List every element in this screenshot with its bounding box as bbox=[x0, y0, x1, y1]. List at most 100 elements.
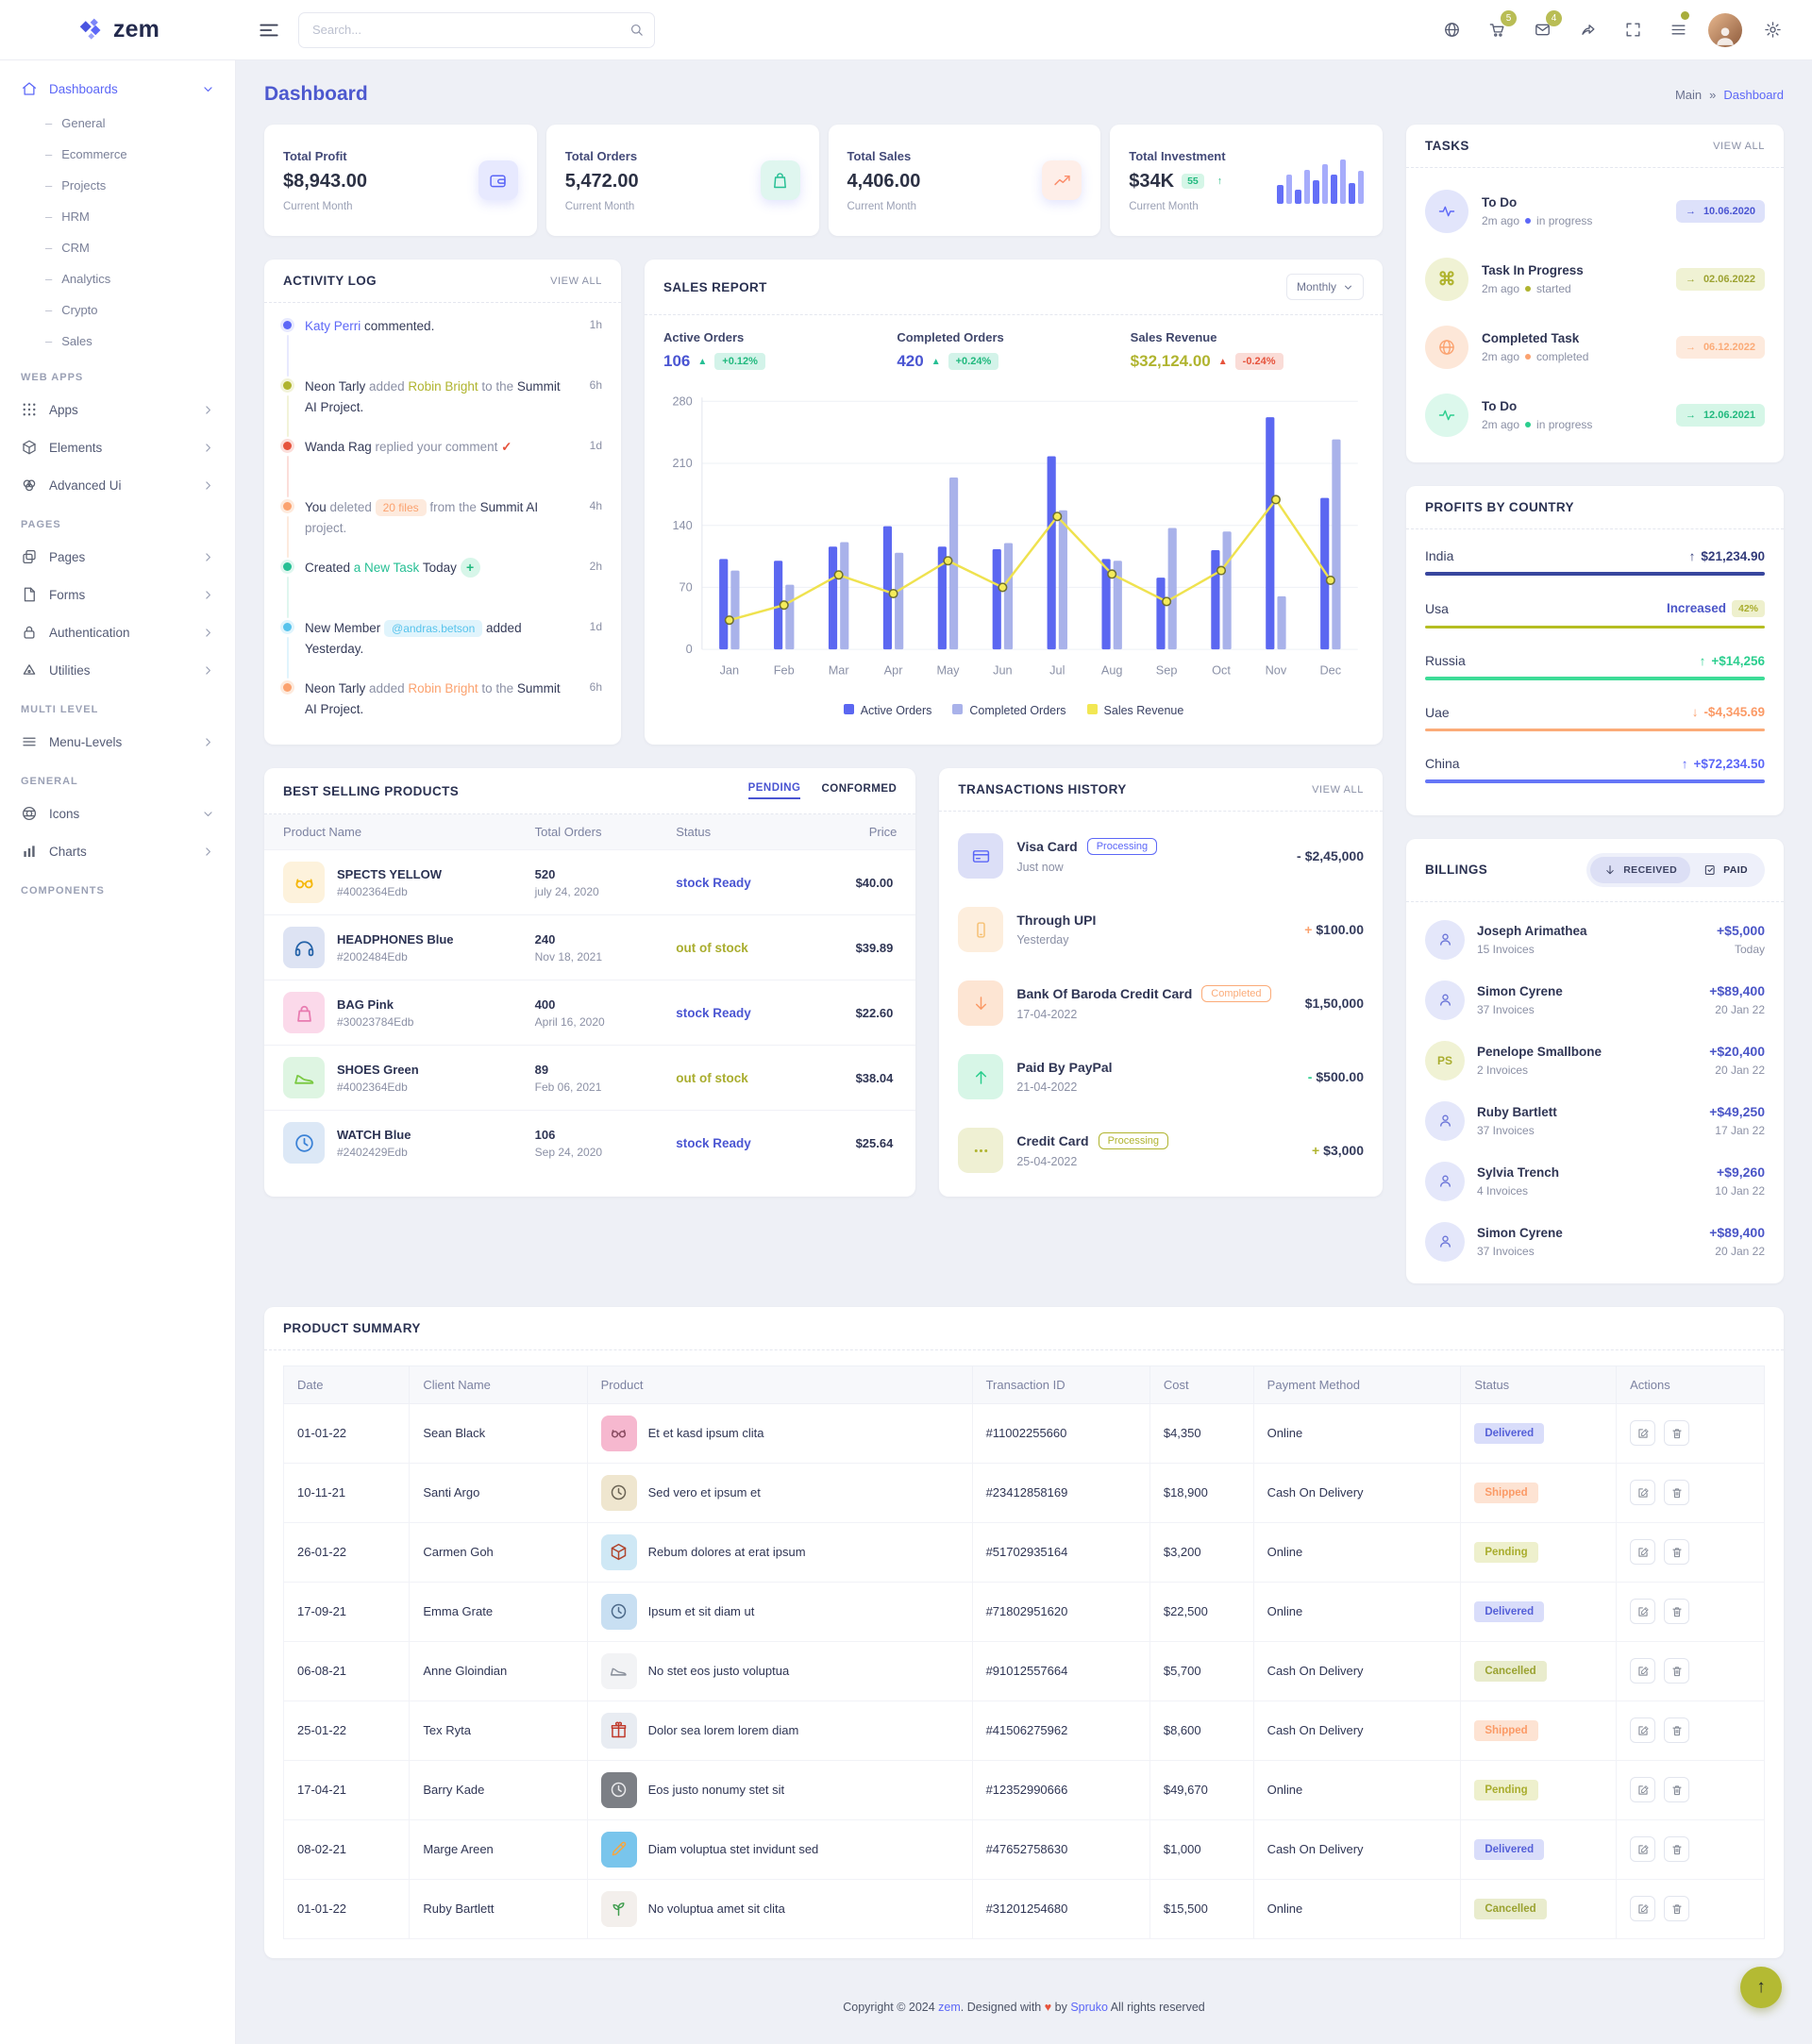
sidebar-toggle-icon[interactable] bbox=[257, 18, 281, 42]
transaction-row-paid-by-paypal[interactable]: Paid By PayPal 21-04-2022 - $500.00 bbox=[958, 1040, 1364, 1114]
sidebar-item-menu-levels[interactable]: Menu-Levels bbox=[0, 723, 235, 761]
messages-button[interactable]: 4 bbox=[1527, 9, 1562, 45]
share-button[interactable] bbox=[1572, 15, 1602, 45]
edit-button[interactable] bbox=[1630, 1420, 1656, 1446]
billings-toggle-received[interactable]: RECEIVED bbox=[1590, 856, 1691, 883]
transaction-row-bank-of-baroda-credit-card[interactable]: Bank Of Baroda Credit Card Completed 17-04… bbox=[958, 966, 1364, 1040]
delete-button[interactable] bbox=[1664, 1717, 1690, 1743]
edit-button[interactable] bbox=[1630, 1717, 1656, 1743]
cell-client: Ruby Bartlett bbox=[409, 1878, 588, 1939]
delete-button[interactable] bbox=[1664, 1777, 1690, 1802]
column-header-product: Product bbox=[586, 1365, 973, 1404]
transaction-row-through-upi[interactable]: Through UPI Yesterday + $100.00 bbox=[958, 893, 1364, 966]
cell-status: Pending bbox=[1460, 1521, 1618, 1583]
delete-button[interactable] bbox=[1664, 1836, 1690, 1862]
delete-button[interactable] bbox=[1664, 1539, 1690, 1565]
stat-card-total-sales: Total Sales 4,406.00 Current Month bbox=[828, 125, 1101, 236]
product-image bbox=[600, 1652, 637, 1689]
billing-row[interactable]: Simon Cyrene 37 Invoices +$89,400 20 Jan 22 bbox=[1425, 1212, 1765, 1272]
sidebar-subitem-crypto[interactable]: – Crypto bbox=[0, 294, 235, 326]
transactions-view-all-link[interactable]: VIEW ALL bbox=[1312, 783, 1364, 796]
sidebar-subitem-sales[interactable]: – Sales bbox=[0, 326, 235, 357]
footer-spruko-link[interactable]: Spruko bbox=[1070, 2000, 1108, 2014]
cart-button[interactable]: 5 bbox=[1482, 9, 1517, 45]
legend-swatch bbox=[843, 704, 854, 715]
page-title: Dashboard bbox=[264, 83, 368, 105]
task-date-badge[interactable]: → 12.06.2021 bbox=[1675, 404, 1765, 427]
mini-bar bbox=[1285, 175, 1292, 204]
activity-segment: Robin Bright bbox=[408, 379, 478, 394]
product-row-shoes-green[interactable]: SHOES Green #4002364Edb 89 Feb 06, 2021 out … bbox=[264, 1045, 916, 1110]
edit-button[interactable] bbox=[1630, 1539, 1656, 1565]
billing-row[interactable]: Joseph Arimathea 15 Invoices +$5,000 Today bbox=[1425, 910, 1765, 970]
sidebar-item-pages[interactable]: Pages bbox=[0, 538, 235, 576]
tab-conformed[interactable]: CONFORMED bbox=[821, 783, 898, 795]
product-row-watch-blue[interactable]: WATCH Blue #2402429Edb 106 Sep 24, 2020 stoc… bbox=[264, 1110, 916, 1175]
sidebar-item-apps[interactable]: Apps bbox=[0, 391, 235, 428]
edit-button[interactable] bbox=[1630, 1658, 1656, 1684]
avatar bbox=[1425, 980, 1465, 1020]
tab-pending[interactable]: PENDING bbox=[747, 782, 801, 799]
search-icon[interactable] bbox=[629, 22, 645, 38]
edit-button[interactable] bbox=[1630, 1836, 1656, 1862]
sidebar-item-elements[interactable]: Elements bbox=[0, 428, 235, 466]
settings-button[interactable] bbox=[1757, 15, 1787, 45]
delete-button[interactable] bbox=[1664, 1420, 1690, 1446]
sidebar-item-icons[interactable]: Icons bbox=[0, 795, 235, 832]
task-info: To Do 2m ago in progress bbox=[1482, 195, 1663, 227]
billing-row[interactable]: Ruby Bartlett 37 Invoices +$49,250 17 Jan 2… bbox=[1425, 1091, 1765, 1151]
activity-rail bbox=[283, 679, 292, 739]
sidebar-item-forms[interactable]: Forms bbox=[0, 576, 235, 613]
profit-row-usa: Usa Increased 42% bbox=[1425, 599, 1765, 628]
activity-view-all-link[interactable]: VIEW ALL bbox=[550, 275, 602, 287]
cell-transaction-id: #47652758630 bbox=[971, 1818, 1150, 1880]
footer-brand-link[interactable]: zem bbox=[938, 2000, 961, 2014]
product-row-headphones-blue[interactable]: HEADPHONES Blue #2002484Edb 240 Nov 18, 202… bbox=[264, 914, 916, 980]
up-arrow-icon: ↑ bbox=[1756, 1976, 1766, 1997]
sidebar-item-dashboards[interactable]: Dashboards bbox=[0, 70, 235, 108]
search-input[interactable] bbox=[298, 11, 655, 48]
sidebar-subitem-projects[interactable]: – Projects bbox=[0, 170, 235, 201]
sidebar-subitem-hrm[interactable]: – HRM bbox=[0, 201, 235, 232]
billing-row[interactable]: Simon Cyrene 37 Invoices +$89,400 20 Jan 22 bbox=[1425, 970, 1765, 1030]
delete-button[interactable] bbox=[1664, 1480, 1690, 1505]
cell-client: Carmen Goh bbox=[409, 1521, 588, 1583]
edit-button[interactable] bbox=[1630, 1896, 1656, 1921]
delete-button[interactable] bbox=[1664, 1599, 1690, 1624]
sidebar-subitem-ecommerce[interactable]: – Ecommerce bbox=[0, 139, 235, 170]
transaction-row-credit-card[interactable]: Credit Card Processing 25-04-2022 + $3,000 bbox=[958, 1114, 1364, 1187]
sidebar-item-charts[interactable]: Charts bbox=[0, 832, 235, 870]
fullscreen-button[interactable] bbox=[1618, 15, 1648, 45]
task-date-badge[interactable]: → 02.06.2022 bbox=[1675, 268, 1765, 291]
task-date-badge[interactable]: → 10.06.2020 bbox=[1675, 200, 1765, 223]
product-row-spects-yellow[interactable]: SPECTS YELLOW #4002364Edb 520 july 24, 2020… bbox=[264, 849, 916, 914]
tasks-view-all-link[interactable]: VIEW ALL bbox=[1713, 140, 1765, 152]
product-row-bag-pink[interactable]: BAG Pink #30023784Edb 400 April 16, 2020 sto… bbox=[264, 980, 916, 1045]
scroll-to-top-button[interactable]: ↑ bbox=[1740, 1966, 1782, 2008]
sidebar-item-utilities[interactable]: Utilities bbox=[0, 651, 235, 689]
notifications-button[interactable] bbox=[1663, 10, 1693, 45]
status-badge-pending: Pending bbox=[1474, 1541, 1538, 1563]
user-avatar[interactable] bbox=[1708, 12, 1742, 47]
delete-button[interactable] bbox=[1664, 1658, 1690, 1684]
sidebar-subitem-general[interactable]: – General bbox=[0, 108, 235, 139]
billings-toggle-paid[interactable]: PAID bbox=[1690, 857, 1761, 883]
edit-button[interactable] bbox=[1630, 1599, 1656, 1624]
breadcrumb-main[interactable]: Main bbox=[1674, 87, 1703, 102]
sidebar-item-authentication[interactable]: Authentication bbox=[0, 613, 235, 651]
delete-button[interactable] bbox=[1664, 1896, 1690, 1921]
transaction-row-visa-card[interactable]: Visa Card Processing Just now - $2,45,000 bbox=[958, 819, 1364, 893]
sidebar-subitem-analytics[interactable]: – Analytics bbox=[0, 263, 235, 294]
sales-period-dropdown[interactable]: Monthly bbox=[1285, 274, 1364, 300]
billing-row[interactable]: PS Penelope Smallbone 2 Invoices +$20,400 20… bbox=[1425, 1030, 1765, 1091]
edit-button[interactable] bbox=[1630, 1480, 1656, 1505]
brand[interactable]: zem bbox=[0, 16, 236, 44]
billing-row[interactable]: Sylvia Trench 4 Invoices +$9,260 10 Jan 22 bbox=[1425, 1151, 1765, 1212]
task-date-badge[interactable]: → 06.12.2022 bbox=[1675, 336, 1765, 359]
edit-button[interactable] bbox=[1630, 1777, 1656, 1802]
transaction-name-line: Through UPI bbox=[1016, 913, 1291, 928]
language-button[interactable] bbox=[1436, 15, 1467, 45]
sidebar-item-advanced-ui[interactable]: Advanced Ui bbox=[0, 466, 235, 504]
glasses-icon bbox=[293, 871, 316, 895]
sidebar-subitem-crm[interactable]: – CRM bbox=[0, 232, 235, 263]
